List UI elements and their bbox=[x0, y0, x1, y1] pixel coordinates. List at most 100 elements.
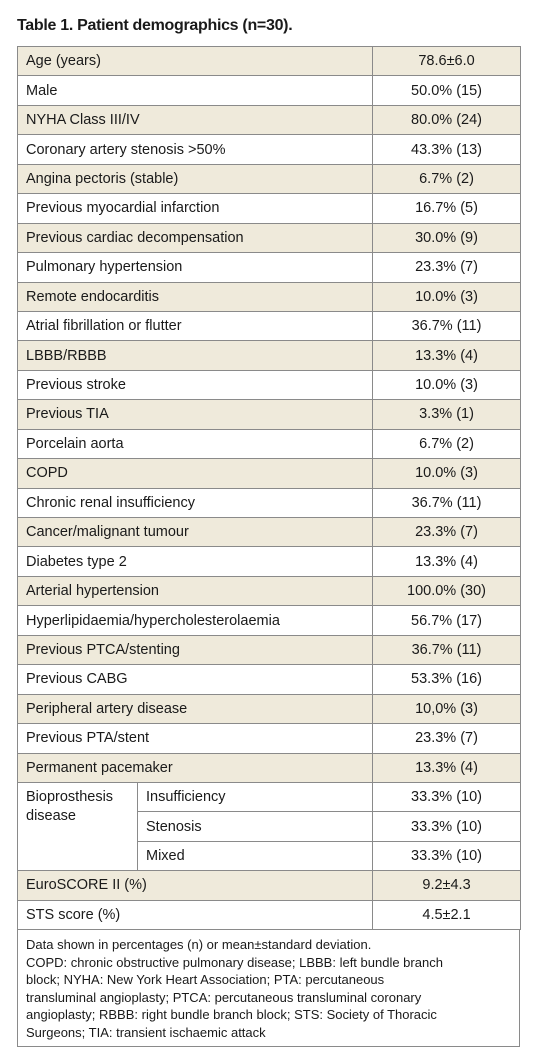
footnote-line: angioplasty; RBBB: right bundle branch b… bbox=[26, 1007, 437, 1022]
table-row: Stenosis 33.3% (10) bbox=[18, 811, 522, 842]
row-label: Previous CABG bbox=[16, 664, 374, 695]
row-value: 4.5±2.1 bbox=[372, 899, 522, 931]
row-label: Angina pectoris (stable) bbox=[16, 163, 374, 195]
row-label: Arterial hypertension bbox=[16, 575, 374, 607]
table-row: Mixed 33.3% (10) bbox=[18, 840, 522, 872]
table-row: Previous TIA 3.3% (1) bbox=[16, 399, 522, 430]
table-row: Angina pectoris (stable) 6.7% (2) bbox=[16, 163, 522, 195]
table-row: Atrial fibrillation or flutter 36.7% (11) bbox=[16, 310, 522, 342]
table-row: Coronary artery stenosis >50% 43.3% (13) bbox=[16, 134, 522, 165]
row-label: Previous cardiac decompensation bbox=[16, 222, 374, 254]
row-label: Peripheral artery disease bbox=[16, 693, 374, 725]
row-value: 10.0% (3) bbox=[372, 458, 522, 489]
row-label: COPD bbox=[16, 458, 374, 489]
demographics-table: Age (years) 78.6±6.0 Male 50.0% (15) NYHA Cl… bbox=[16, 45, 522, 931]
row-label: Diabetes type 2 bbox=[16, 546, 374, 577]
table-row: Hyperlipidaemia/hypercholesterolaemia 56.… bbox=[16, 605, 522, 636]
row-value: 13.3% (4) bbox=[372, 752, 522, 783]
sub-label: Insufficiency bbox=[136, 781, 374, 813]
row-value: 23.3% (7) bbox=[372, 723, 522, 754]
table-row: Age (years) 78.6±6.0 bbox=[16, 45, 522, 77]
footnote: Data shown in percentages (n) or mean±st… bbox=[17, 929, 520, 1047]
row-label: Age (years) bbox=[16, 45, 374, 77]
row-label: Previous myocardial infarction bbox=[16, 193, 374, 224]
row-label: Porcelain aorta bbox=[16, 428, 374, 460]
row-label: Remote endocarditis bbox=[16, 281, 374, 312]
row-value: 36.7% (11) bbox=[372, 310, 522, 342]
row-value: 23.3% (7) bbox=[372, 516, 522, 548]
table-row: LBBB/RBBB 13.3% (4) bbox=[16, 340, 522, 371]
row-value: 53.3% (16) bbox=[372, 664, 522, 695]
row-value: 33.3% (10) bbox=[372, 781, 522, 813]
table-row: Previous cardiac decompensation 30.0% (9) bbox=[16, 222, 522, 254]
table-row: Male 50.0% (15) bbox=[16, 75, 522, 106]
row-value: 16.7% (5) bbox=[372, 193, 522, 224]
row-label: Cancer/malignant tumour bbox=[16, 516, 374, 548]
sub-label: Stenosis bbox=[136, 811, 374, 842]
row-value: 9.2±4.3 bbox=[372, 870, 522, 901]
row-label: STS score (%) bbox=[16, 899, 374, 931]
table-row: Chronic renal insufficiency 36.7% (11) bbox=[16, 487, 522, 519]
footnote-line: transluminal angioplasty; PTCA: percutan… bbox=[26, 989, 422, 1005]
row-label: Previous PTA/stent bbox=[16, 723, 374, 754]
table-row: Remote endocarditis 10.0% (3) bbox=[16, 281, 522, 312]
table-row: COPD 10.0% (3) bbox=[16, 458, 522, 489]
row-value: 36.7% (11) bbox=[372, 634, 522, 666]
table-row: Previous myocardial infarction 16.7% (5) bbox=[16, 193, 522, 224]
row-value: 13.3% (4) bbox=[372, 546, 522, 577]
row-value: 10.0% (3) bbox=[372, 369, 522, 401]
row-value: 80.0% (24) bbox=[372, 104, 522, 136]
table-row: Cancer/malignant tumour 23.3% (7) bbox=[16, 516, 522, 548]
row-value: 6.7% (2) bbox=[372, 163, 522, 195]
row-value: 33.3% (10) bbox=[372, 840, 522, 872]
row-value: 78.6±6.0 bbox=[372, 45, 522, 77]
table-title: Table 1. Patient demographics (n=30). bbox=[17, 17, 293, 34]
row-value: 50.0% (15) bbox=[372, 75, 522, 106]
table-row: Diabetes type 2 13.3% (4) bbox=[16, 546, 522, 577]
table-row: Previous PTCA/stenting 36.7% (11) bbox=[16, 634, 522, 666]
row-label: Coronary artery stenosis >50% bbox=[16, 134, 374, 165]
table-row: NYHA Class III/IV 80.0% (24) bbox=[16, 104, 522, 136]
table-row: Porcelain aorta 6.7% (2) bbox=[16, 428, 522, 460]
group-label: Bioprosthesis disease bbox=[17, 781, 138, 872]
row-label: NYHA Class III/IV bbox=[16, 104, 374, 136]
row-value: 13.3% (4) bbox=[372, 340, 522, 371]
table-row: Peripheral artery disease 10,0% (3) bbox=[16, 693, 522, 725]
row-value: 6.7% (2) bbox=[372, 428, 522, 460]
row-value: 10.0% (3) bbox=[372, 281, 522, 312]
row-label: Pulmonary hypertension bbox=[16, 252, 374, 283]
row-label: Previous TIA bbox=[16, 399, 374, 430]
row-value: 3.3% (1) bbox=[372, 399, 522, 430]
row-value: 43.3% (13) bbox=[372, 134, 522, 165]
row-label: Hyperlipidaemia/hypercholesterolaemia bbox=[16, 605, 374, 636]
row-label: Previous PTCA/stenting bbox=[16, 634, 374, 666]
table-row: Previous PTA/stent 23.3% (7) bbox=[16, 723, 522, 754]
row-value: 100.0% (30) bbox=[372, 575, 522, 607]
row-label: Male bbox=[16, 75, 374, 106]
row-label: Chronic renal insufficiency bbox=[16, 487, 374, 519]
row-label: EuroSCORE II (%) bbox=[16, 870, 374, 901]
row-label: Previous stroke bbox=[16, 369, 374, 401]
table-row: EuroSCORE II (%) 9.2±4.3 bbox=[16, 870, 522, 901]
row-label: Atrial fibrillation or flutter bbox=[16, 310, 374, 342]
table-row: Previous stroke 10.0% (3) bbox=[16, 369, 522, 401]
table-row: Pulmonary hypertension 23.3% (7) bbox=[16, 252, 522, 283]
row-label: LBBB/RBBB bbox=[16, 340, 374, 371]
footnote-line: Data shown in percentages (n) or mean±st… bbox=[26, 937, 372, 952]
table-row: Bioprosthesis disease Insufficiency 33.3% … bbox=[17, 781, 522, 872]
sub-label: Mixed bbox=[136, 840, 374, 872]
footnote-line: COPD: chronic obstructive pulmonary dise… bbox=[26, 954, 443, 970]
table-row: Permanent pacemaker 13.3% (4) bbox=[16, 752, 522, 783]
row-value: 10,0% (3) bbox=[372, 693, 522, 725]
row-label: Permanent pacemaker bbox=[16, 752, 374, 783]
footnote-line: block; NYHA: New York Heart Association;… bbox=[26, 972, 385, 987]
table-row: Arterial hypertension 100.0% (30) bbox=[16, 575, 522, 607]
row-value: 56.7% (17) bbox=[372, 605, 522, 636]
table-row: STS score (%) 4.5±2.1 bbox=[16, 899, 522, 931]
row-value: 36.7% (11) bbox=[372, 487, 522, 519]
row-value: 33.3% (10) bbox=[372, 811, 522, 842]
footnote-line: Surgeons; TIA: transient ischaemic attac… bbox=[26, 1024, 266, 1040]
row-value: 30.0% (9) bbox=[372, 222, 522, 254]
row-value: 23.3% (7) bbox=[372, 252, 522, 283]
